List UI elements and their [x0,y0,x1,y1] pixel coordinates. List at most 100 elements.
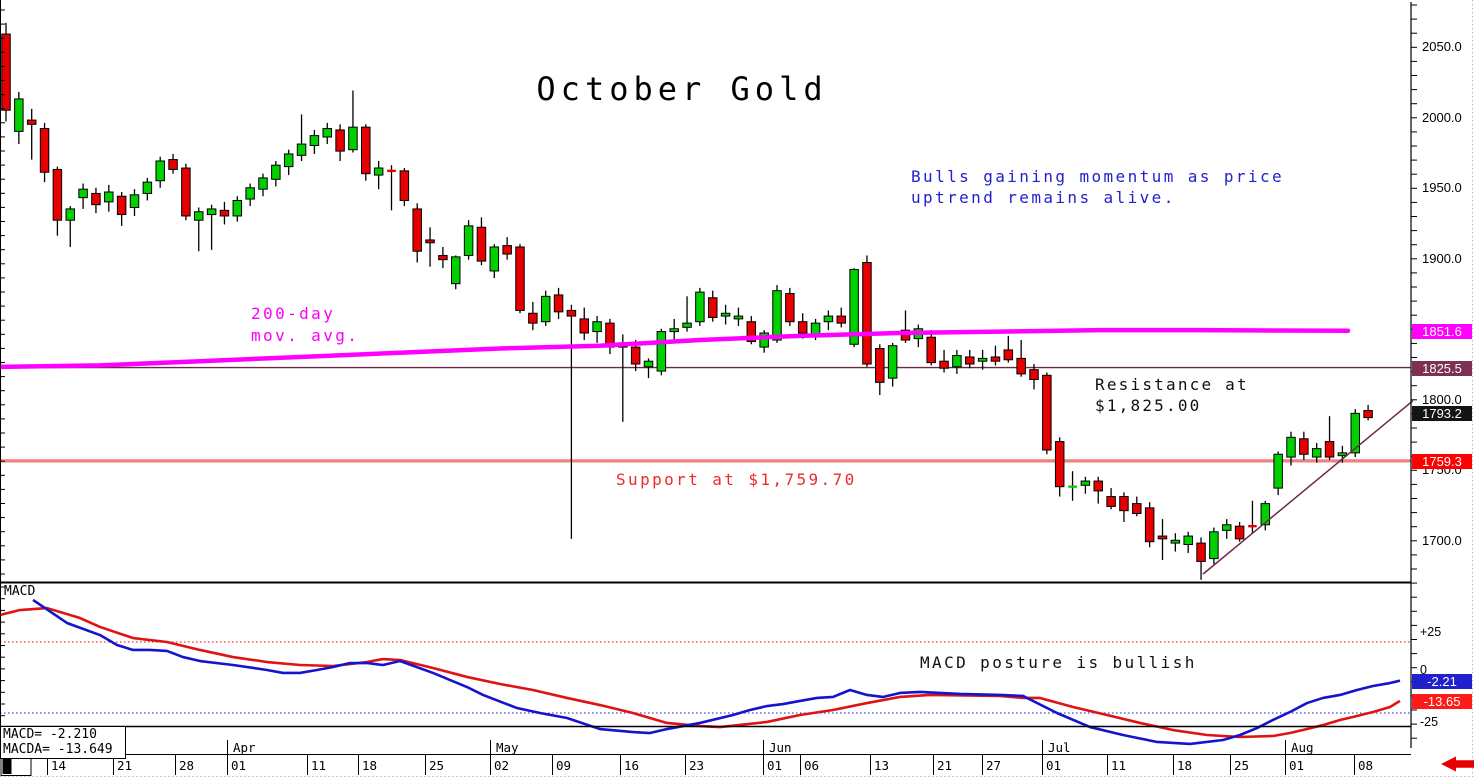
candle-body [1042,374,1052,451]
macd-readout-line2: MACDA= -13.649 [3,741,113,757]
candle-doji-tick [1248,524,1257,528]
ma-value-badge: 1851.6 [1412,323,1472,339]
candle-body [515,246,525,311]
candle-body [643,360,654,368]
bulls-annotation-line2: uptrend remains alive. [911,188,1176,207]
candle-body [990,356,1001,362]
candle-body [720,312,731,317]
candle-body [206,208,217,216]
red-left-arrow-icon [1441,756,1474,772]
candle-body [1132,503,1142,514]
date-tick-label: 01 [1046,758,1062,773]
candle-body [116,195,127,216]
date-tick-label: 02 [494,758,510,773]
candle-body [952,355,962,368]
candle-body [26,119,37,125]
candle-body [39,128,50,173]
month-label: Jul [1048,740,1071,755]
chart-title: October Gold [536,70,828,108]
candle-body [476,226,487,262]
candle-body [733,315,744,320]
candle-body [1016,357,1026,375]
candle-body [451,256,461,285]
candle-body [579,318,589,334]
candle-body [566,309,577,317]
candle-body [528,312,538,324]
date-tick-label: 09 [556,758,572,773]
candle-body [810,322,821,335]
candle-body [1106,496,1116,507]
candle-body [104,191,114,203]
candle-body [540,295,551,323]
candle-body [1157,535,1168,540]
date-tick-label: 16 [624,758,640,773]
candle-doji-tick [1068,485,1077,488]
candle-body [1054,441,1065,488]
date-tick-label: 06 [804,758,820,773]
candle-body [399,170,410,201]
last-price-badge: 1793.2 [1412,405,1472,421]
candle-body [862,262,872,365]
candle-body [232,199,243,217]
date-tick-label: 18 [362,758,378,773]
candle-body [181,167,191,217]
price-axis-label: 1700.0 [1422,532,1462,548]
candle-body [759,332,769,348]
date-tick-label: 11 [311,758,327,773]
macd-axis-label: -25 [1420,715,1439,729]
candle-body [695,291,705,323]
candle-body [1183,535,1193,545]
candle-body [1093,480,1103,492]
candle-body [1299,438,1309,455]
candle-body [553,294,564,313]
date-tick-label: 21 [937,758,953,773]
candle-body [977,357,988,362]
candle-body [309,135,320,146]
candle-body [489,246,500,272]
candle-body [52,168,63,221]
date-tick-label: 25 [1234,758,1250,773]
ma-annotation: 200-day mov. avg. [251,303,359,347]
macd-panel-label: MACD [4,584,36,599]
month-label: Jun [769,740,792,755]
candle-body [78,188,88,199]
support-value-badge: 1759.3 [1412,453,1472,469]
price-axis-label: 2000.0 [1422,109,1462,125]
candle-body [1222,524,1232,531]
candle-body [1311,448,1322,458]
macda-line [0,606,1401,739]
candle-body [887,345,898,379]
date-tick-label: 28 [179,758,195,773]
candle-body [335,129,345,152]
candle-body [656,331,667,372]
date-tick-label: 08 [1358,758,1374,773]
candle-body [797,321,808,334]
candle-body [630,346,641,365]
candle-body [836,315,846,324]
candle-body [258,177,268,190]
ma-200d-line [0,327,1351,370]
uptrend-line [1202,400,1414,575]
candle-body [412,208,422,252]
price-axis-label: 2050.0 [1422,39,1462,54]
date-tick-label: 23 [689,758,705,773]
candle-body [1029,369,1039,381]
candle-body [91,192,101,206]
month-label: Apr [233,740,256,755]
candle-body [1144,507,1155,543]
bulls-annotation: Bulls gaining momentum as price uptrend … [911,166,1284,208]
candle-body [682,322,692,328]
candle-body [168,159,178,170]
date-tick-label: 01 [1289,758,1305,773]
date-tick-label: 18 [1177,758,1193,773]
candle-body [592,321,602,333]
candle-body [1119,496,1129,512]
candle-body [669,328,679,333]
candle-body [502,245,512,255]
ma-annotation-line1: 200-day [251,304,336,323]
scroll-thumb [2,758,12,774]
candle-body [785,293,795,323]
resistance-annotation-line2: $1,825.00 [1095,396,1202,415]
